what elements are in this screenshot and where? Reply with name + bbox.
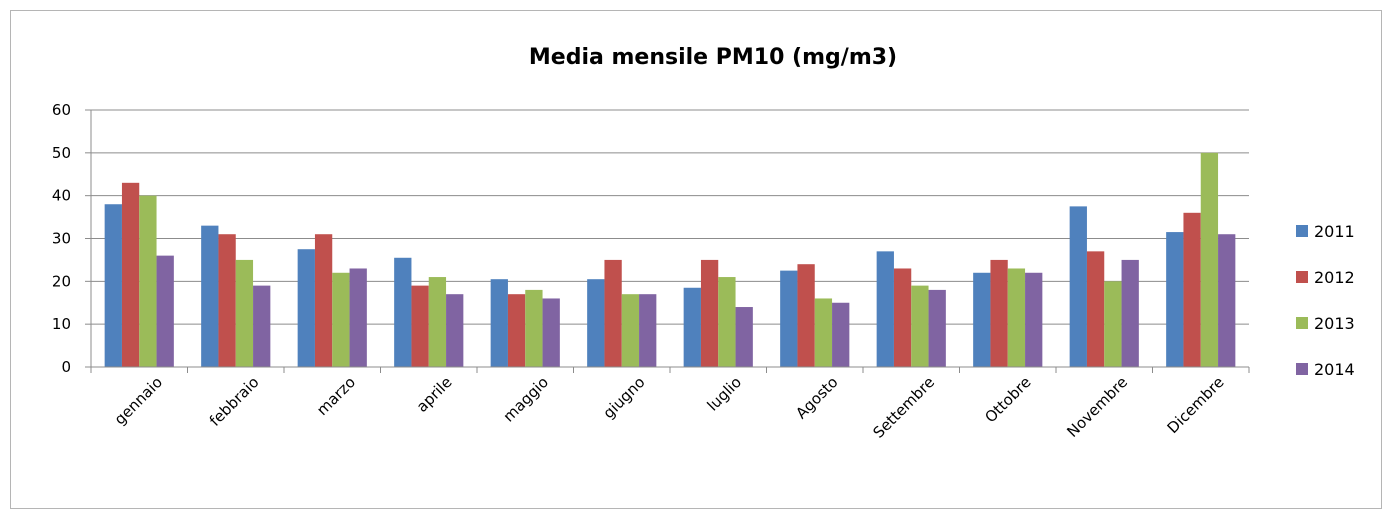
x-tick-label: marzo — [313, 373, 359, 419]
bar-2012-marzo — [314, 234, 333, 367]
chart-frame — [10, 10, 1382, 509]
bar-2012-novembre — [1086, 251, 1105, 367]
legend-label-2014: 2014 — [1314, 360, 1355, 379]
bar-2011-aprile — [394, 257, 412, 367]
bar-2012-febbraio — [218, 234, 236, 367]
bar-2011-settembre — [876, 251, 894, 367]
bar-2014-giugno — [639, 294, 657, 367]
x-tick-label: giugno — [600, 373, 649, 422]
legend-swatch-2012 — [1296, 271, 1308, 283]
bar-2013-ottobre — [1007, 268, 1026, 367]
legend-label-2012: 2012 — [1314, 268, 1355, 287]
x-tick-label: febbraio — [206, 373, 263, 430]
x-tick-label: luglio — [704, 373, 746, 415]
x-tick-label: maggio — [500, 373, 552, 425]
y-tick-label: 30 — [52, 230, 71, 248]
bar-2012-aprile — [411, 285, 429, 367]
bar-2013-novembre — [1104, 281, 1122, 367]
legend-label-2013: 2013 — [1314, 314, 1355, 333]
y-tick-label: 0 — [61, 358, 71, 376]
bar-2011-novembre — [1069, 206, 1087, 367]
bar-2012-settembre — [893, 268, 912, 367]
bar-2014-febbraio — [253, 285, 271, 367]
bar-2014-gennaio — [156, 255, 174, 367]
y-tick-label: 60 — [52, 101, 71, 119]
bar-2013-marzo — [332, 272, 350, 367]
x-tick-label: Novembre — [1063, 373, 1131, 441]
bar-2012-dicembre — [1183, 212, 1201, 367]
bar-2011-gennaio — [104, 204, 122, 367]
legend-swatch-2014 — [1296, 363, 1308, 375]
bar-2013-dicembre — [1200, 152, 1219, 367]
bars — [104, 152, 1236, 367]
y-tick-label: 50 — [52, 144, 71, 162]
bar-2014-settembre — [928, 289, 946, 367]
x-tick-label: aprile — [413, 373, 456, 416]
legend-label-2011: 2011 — [1314, 222, 1355, 241]
bar-2011-ottobre — [973, 272, 991, 367]
bar-2014-marzo — [349, 268, 367, 367]
legend-swatch-2011 — [1296, 225, 1308, 237]
x-tick-label: Agosto — [792, 373, 841, 422]
bar-2014-ottobre — [1025, 272, 1043, 367]
x-tick-label: Ottobre — [981, 373, 1034, 426]
bar-2011-dicembre — [1166, 232, 1184, 367]
bar-2013-settembre — [911, 285, 929, 367]
bar-2014-dicembre — [1218, 234, 1236, 367]
bar-2012-gennaio — [121, 182, 140, 367]
bar-2012-ottobre — [990, 259, 1008, 367]
x-tick-label: Settembre — [870, 373, 939, 442]
bar-2013-gennaio — [139, 195, 157, 367]
legend-swatch-2013 — [1296, 317, 1308, 329]
bar-2013-febbraio — [235, 259, 254, 367]
y-tick-label: 20 — [52, 272, 71, 290]
bar-2011-maggio — [490, 279, 508, 367]
bar-2011-febbraio — [201, 225, 219, 367]
gridlines — [91, 109, 1249, 325]
bar-2012-giugno — [604, 259, 622, 367]
bar-2014-luglio — [735, 307, 753, 367]
bar-2011-luglio — [683, 287, 701, 367]
y-tick-label: 10 — [52, 315, 71, 333]
bar-2013-giugno — [621, 294, 640, 367]
bar-2013-agosto — [814, 298, 833, 367]
bar-2013-luglio — [718, 277, 736, 367]
bar-2012-luglio — [700, 259, 719, 367]
bar-2014-aprile — [446, 294, 464, 367]
bar-2011-agosto — [780, 270, 798, 367]
bar-2012-agosto — [797, 264, 815, 367]
bar-2013-aprile — [428, 277, 447, 367]
bar-2013-maggio — [525, 289, 543, 367]
bar-2014-agosto — [832, 302, 850, 367]
x-tick-label: Dicembre — [1164, 373, 1228, 437]
bar-2014-novembre — [1121, 259, 1139, 367]
x-tick-label: gennaio — [111, 373, 166, 428]
bar-2011-marzo — [297, 249, 315, 367]
bar-2014-maggio — [542, 298, 560, 367]
y-tick-label: 40 — [52, 187, 71, 205]
bar-2012-maggio — [507, 294, 526, 367]
chart-title: Media mensile PM10 (mg/m3) — [529, 45, 897, 70]
legend: 2011 2012 2013 2014 — [1296, 222, 1355, 379]
bar-2011-giugno — [587, 279, 605, 367]
